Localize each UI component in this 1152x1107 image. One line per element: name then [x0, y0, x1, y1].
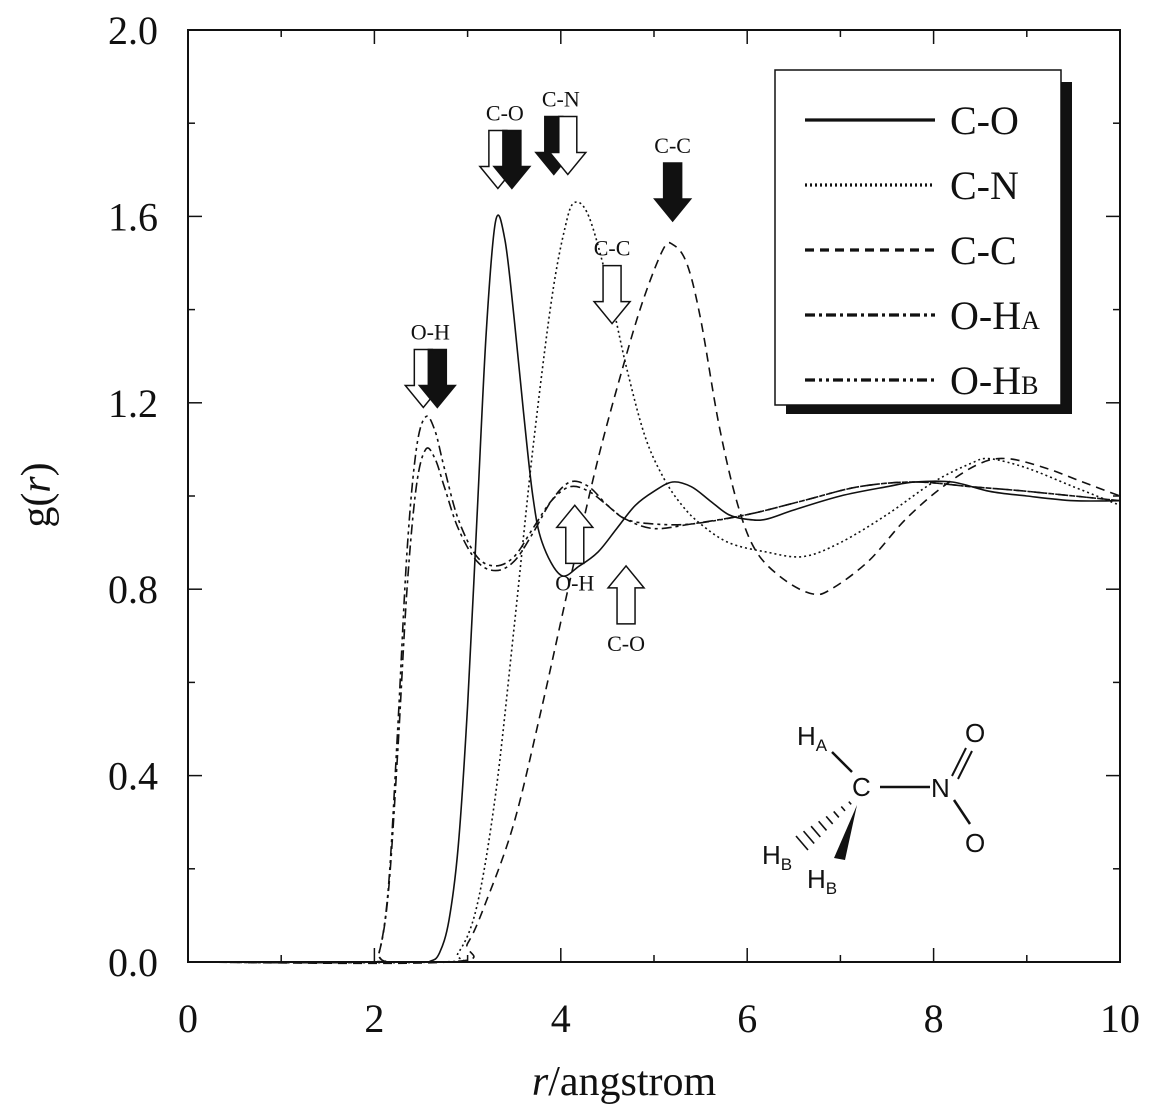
legend-items: C-O C-N C-C O-HA O-HB	[805, 98, 1040, 403]
hashed-bond	[795, 801, 852, 851]
c-ha-bond	[831, 751, 853, 773]
y-axis-title-var: r	[14, 476, 60, 493]
x-tick-label: 6	[737, 996, 757, 1041]
x-tick-label: 8	[924, 996, 944, 1041]
x-tick-label: 4	[551, 996, 571, 1041]
x-axis-title-text: /angstrom	[548, 1059, 716, 1105]
hash-bar	[818, 820, 828, 831]
n-o-upper-bond-2	[957, 750, 973, 780]
atom-ha-sub: A	[816, 736, 828, 755]
nitromethane-structure: HA C N O O HB HB	[762, 718, 985, 898]
series-line-3	[187, 447, 1121, 964]
series-line-4	[187, 415, 1121, 964]
y-axis-title-close: )	[14, 462, 60, 476]
x-tick-label: 2	[364, 996, 384, 1041]
peak-annotation: C-N	[534, 86, 588, 176]
hash-bar	[833, 810, 840, 818]
hash-bar	[802, 830, 815, 845]
y-axis-title: g(r)	[14, 462, 60, 527]
n-o-upper-bond-1	[951, 747, 967, 777]
wedge-bond	[834, 805, 857, 860]
x-tick-label: 10	[1100, 996, 1140, 1041]
peak-annotation: O-H	[403, 319, 457, 409]
y-tick-label: 0.4	[108, 754, 158, 799]
atom-hb1-sub: B	[781, 855, 792, 874]
atom-n-label: N	[931, 773, 950, 803]
annotation-arrow	[492, 129, 532, 190]
atom-hb-label-2: HB	[807, 864, 837, 898]
atom-hb-label-1: HB	[762, 840, 792, 874]
peak-annotation: C-C	[592, 236, 632, 325]
y-tick-label: 1.6	[108, 194, 158, 239]
y-tick-label: 1.2	[108, 381, 158, 426]
atom-ha-h: H	[797, 721, 816, 751]
legend: C-O C-N C-C O-HA O-HB	[774, 69, 1072, 414]
atom-ha-label: HA	[797, 721, 828, 755]
legend-box	[774, 69, 1062, 406]
hash-bar	[825, 815, 834, 825]
peak-annotations: O-H C-O C-N C-C C-C O-H C-O	[403, 86, 693, 656]
atom-hb1-h: H	[762, 840, 781, 870]
y-tick-label: 0.0	[108, 940, 158, 985]
annotation-label: C-C	[654, 133, 691, 158]
annotation-arrow	[653, 162, 693, 223]
atom-c-label: C	[852, 772, 871, 802]
hash-bar	[810, 825, 821, 838]
annotation-arrow	[592, 264, 632, 325]
series-line-1	[187, 201, 1121, 964]
atom-hb2-h: H	[807, 864, 826, 894]
plot-frame	[187, 29, 1121, 963]
annotation-label: O-H	[555, 570, 594, 595]
hash-bar	[840, 805, 846, 812]
x-tick-label: 0	[178, 996, 198, 1041]
legend-label: O-HB	[950, 358, 1038, 403]
annotation-label: C-C	[594, 236, 631, 261]
atom-o-lower-label: O	[965, 828, 985, 858]
annotation-label: O-H	[411, 319, 450, 344]
annotation-arrow	[606, 564, 646, 625]
legend-label: C-C	[950, 228, 1017, 273]
peak-annotation: O-H	[555, 504, 595, 595]
legend-label: O-HA	[950, 293, 1040, 338]
annotation-label: C-O	[486, 100, 524, 125]
annotation-arrow	[555, 504, 595, 565]
annotation-label: C-N	[542, 86, 580, 111]
annotation-arrow	[417, 348, 457, 409]
atom-o-upper-label: O	[965, 718, 985, 748]
legend-label: C-N	[950, 163, 1019, 208]
tick-labels: 0 2 4 6 8 10 0.0 0.4 0.8 1.2 1.6 2.0	[108, 8, 1140, 1041]
series-lines	[187, 201, 1121, 965]
peak-annotation: C-O	[606, 564, 646, 656]
legend-label: C-O	[950, 98, 1019, 143]
annotation-label: C-O	[607, 631, 645, 656]
peak-annotation: C-C	[653, 133, 693, 223]
series-line-0	[187, 214, 1121, 963]
atom-hb2-sub: B	[826, 879, 837, 898]
annotation-arrow	[548, 115, 588, 176]
x-axis-title: r/angstrom	[532, 1059, 717, 1105]
n-o-lower-bond	[952, 799, 972, 825]
x-axis-title-var: r	[532, 1059, 549, 1105]
hash-bar	[848, 801, 852, 805]
hash-bar	[795, 835, 809, 851]
y-axis-title-g: g(	[14, 493, 60, 528]
peak-annotation: C-O	[478, 100, 532, 190]
y-tick-label: 0.8	[108, 567, 158, 612]
y-tick-label: 2.0	[108, 8, 158, 53]
